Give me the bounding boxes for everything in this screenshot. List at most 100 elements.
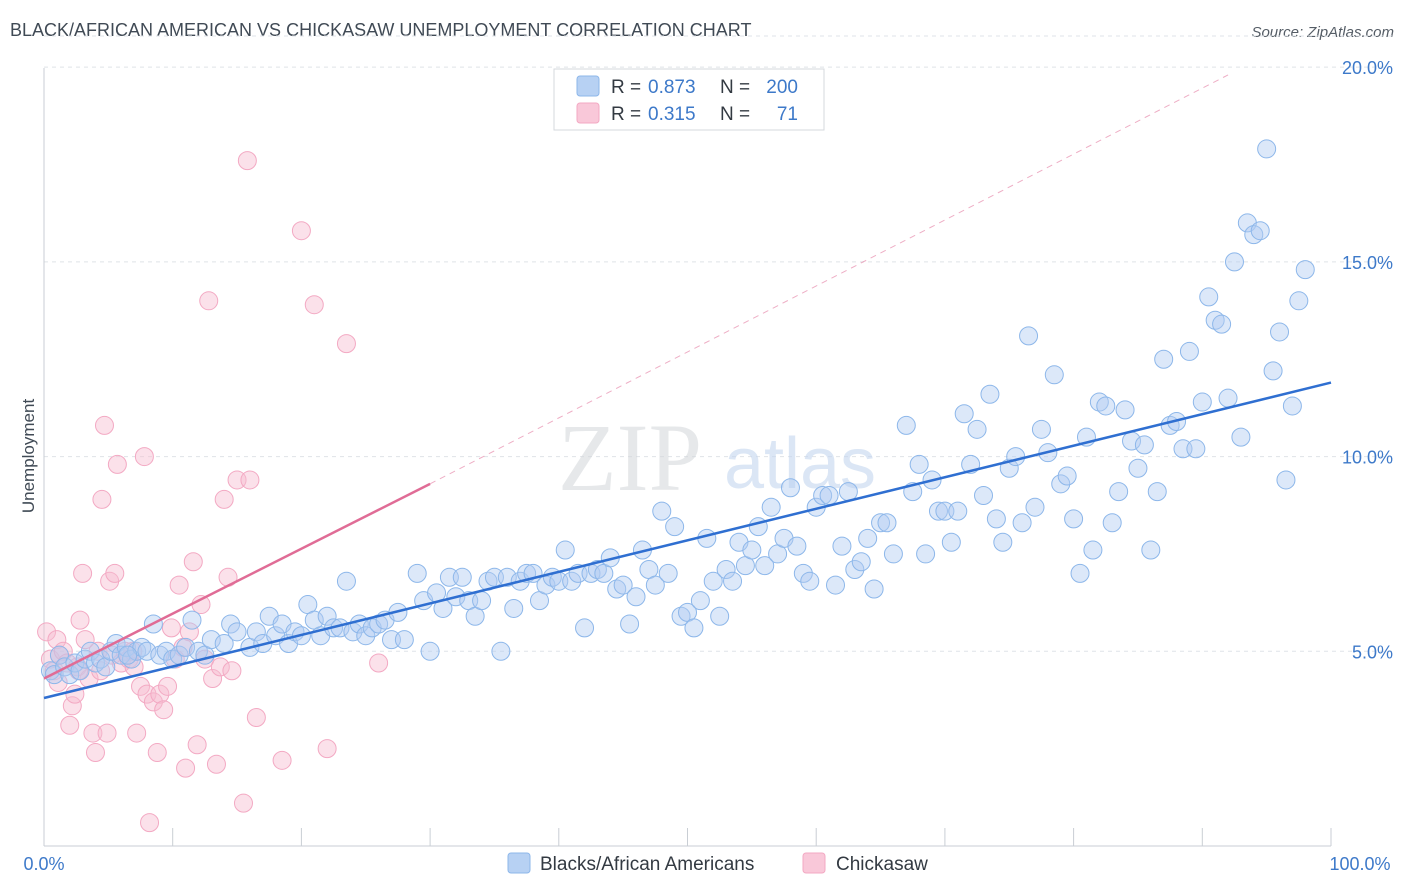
blacks-point: [877, 513, 897, 533]
chickasaw-point: [179, 622, 199, 642]
stats-r-label-pink: R =: [611, 104, 641, 125]
blacks-point: [246, 622, 266, 642]
blacks-point: [851, 552, 871, 572]
chickasaw-point: [369, 653, 389, 673]
blacks-point: [1070, 563, 1090, 583]
blacks-point: [1289, 291, 1309, 311]
blacks-point: [613, 575, 633, 595]
blacks-point: [127, 641, 147, 661]
x-axis-ticks: [43, 828, 1332, 846]
blacks-point: [716, 560, 736, 580]
chickasaw-point: [199, 291, 219, 311]
blacks-point: [652, 501, 672, 521]
blacks-point: [974, 486, 994, 506]
chickasaw-point: [291, 221, 311, 241]
blacks-point: [1231, 427, 1251, 447]
blacks-point: [916, 544, 936, 564]
blacks-point: [504, 598, 524, 618]
y-tick-label: 20.0%: [1342, 58, 1393, 78]
blacks-point: [626, 587, 646, 607]
blacks-point: [986, 509, 1006, 529]
blacks-point: [1044, 365, 1064, 385]
blacks-point: [1270, 322, 1290, 342]
y-tick-label: 5.0%: [1352, 642, 1393, 662]
blacks-point: [1257, 139, 1277, 159]
stats-n-value-blue: 200: [766, 77, 798, 98]
trend-lines: [43, 74, 1332, 700]
chickasaw-point: [169, 575, 189, 595]
blacks-point: [935, 501, 955, 521]
chickasaw-point: [237, 151, 257, 171]
chickasaw-point: [143, 692, 163, 712]
chickasaw-trend-extension: [429, 74, 1229, 485]
blacks-point: [800, 571, 820, 591]
blacks-point: [755, 556, 775, 576]
blacks-point: [1025, 497, 1045, 517]
blacks-point: [1224, 252, 1244, 272]
blacks-point: [1179, 341, 1199, 361]
blacks-point: [780, 478, 800, 498]
chickasaw-point: [134, 447, 154, 467]
stats-n-label-pink: N =: [720, 104, 750, 125]
blacks-trend-line: [43, 381, 1332, 700]
chickasaw-point: [70, 610, 90, 630]
blacks-point: [1064, 509, 1084, 529]
chart-title: BLACK/AFRICAN AMERICAN VS CHICKASAW UNEM…: [10, 20, 752, 40]
blacks-point: [703, 571, 723, 591]
y-tick-label: 15.0%: [1342, 253, 1393, 273]
chickasaw-point: [222, 661, 242, 681]
chickasaw-trend-line: [43, 482, 431, 680]
watermark-zip: ZIP: [558, 404, 702, 511]
blacks-point: [690, 591, 710, 611]
blacks-point: [1147, 482, 1167, 502]
blacks-point: [1134, 435, 1154, 455]
blacks-point: [742, 540, 762, 560]
blacks-point: [176, 637, 196, 657]
blacks-point: [1083, 540, 1103, 560]
chickasaw-point: [85, 743, 105, 763]
chickasaw-point: [73, 563, 93, 583]
blacks-point: [555, 540, 575, 560]
blacks-point: [439, 567, 459, 587]
chickasaw-point: [75, 630, 95, 650]
blacks-points: [40, 139, 1315, 685]
blacks-point: [1019, 326, 1039, 346]
blacks-point: [954, 404, 974, 424]
blacks-point: [1012, 513, 1032, 533]
blacks-point: [381, 630, 401, 650]
blacks-point: [993, 532, 1013, 552]
chickasaw-point: [140, 813, 160, 833]
blacks-point: [221, 614, 241, 634]
blacks-point: [620, 614, 640, 634]
blacks-point: [407, 563, 427, 583]
watermark-atlas: atlas: [724, 424, 876, 504]
blacks-point: [793, 563, 813, 583]
grid: [44, 35, 1392, 652]
blacks-point: [1102, 513, 1122, 533]
blacks-point: [864, 579, 884, 599]
chickasaw-point: [137, 684, 157, 704]
blacks-point: [883, 544, 903, 564]
stats-r-value-pink: 0.315: [648, 104, 696, 125]
series-legend: Blacks/African Americans Chickasaw: [507, 852, 928, 875]
blacks-point: [1250, 221, 1270, 241]
blacks-point: [871, 513, 891, 533]
stats-r-value-blue: 0.873: [648, 77, 696, 98]
blacks-point: [214, 634, 234, 653]
chickasaw-point: [210, 657, 230, 677]
blacks-point: [1212, 314, 1232, 334]
blacks-point: [948, 501, 968, 521]
blacks-point: [1282, 396, 1302, 416]
chickasaw-point: [206, 754, 226, 774]
blacks-point: [1173, 439, 1193, 459]
chickasaw-point: [127, 723, 147, 743]
chickasaw-point: [107, 454, 127, 474]
chickasaw-point: [272, 750, 292, 770]
blacks-point: [928, 501, 948, 521]
stats-swatch-blue: [576, 75, 600, 97]
chickasaw-point: [183, 552, 203, 572]
x-tick-label-max: 100.0%: [1329, 854, 1390, 874]
chickasaw-point: [154, 700, 174, 720]
y-tick-label: 10.0%: [1342, 448, 1393, 468]
